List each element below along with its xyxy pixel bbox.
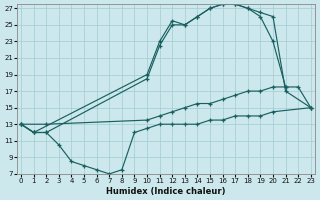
X-axis label: Humidex (Indice chaleur): Humidex (Indice chaleur) <box>106 187 226 196</box>
